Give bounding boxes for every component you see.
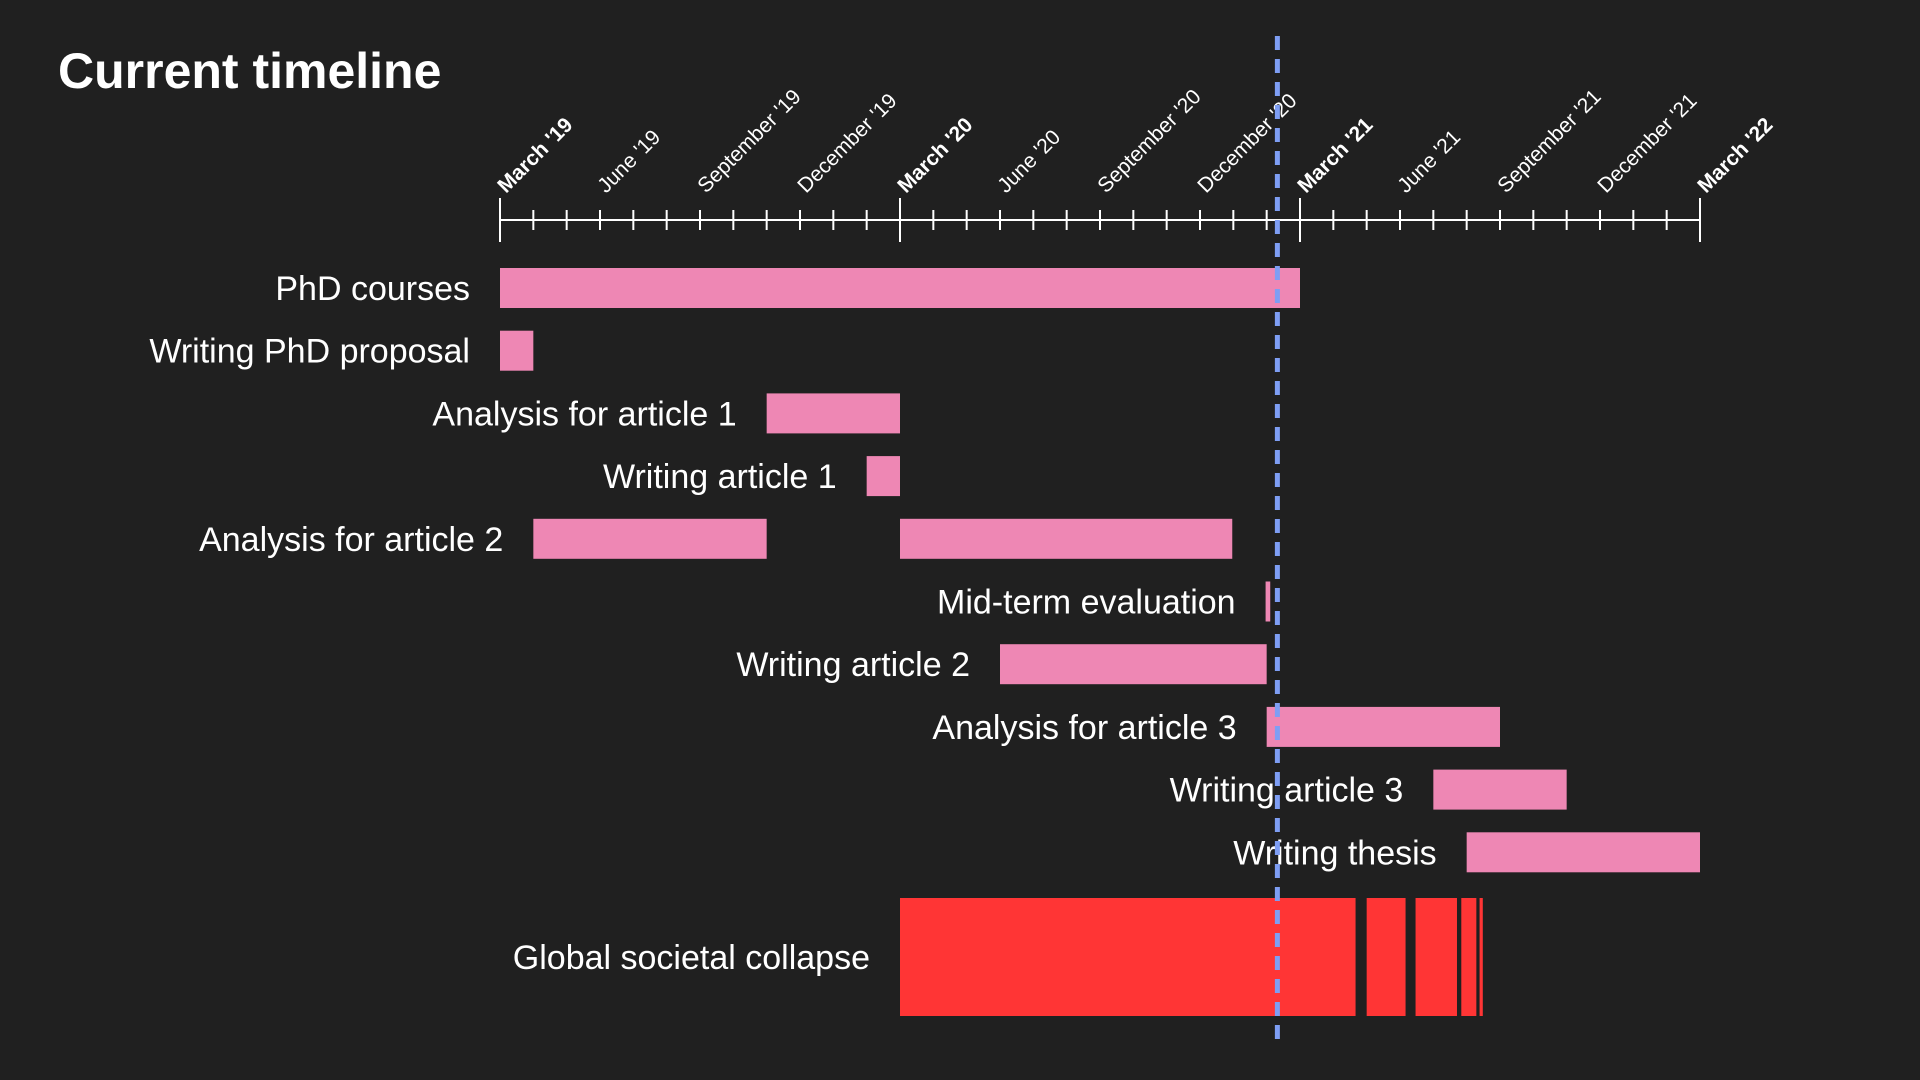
task-bar: [1466, 832, 1700, 873]
task-label: Writing PhD proposal: [149, 333, 470, 371]
task-label: Writing article 2: [736, 646, 970, 684]
task-label: Mid-term evaluation: [937, 584, 1236, 622]
axis-tick-label: March '20: [893, 113, 977, 197]
task-bar: [866, 456, 900, 497]
task-label: Writing article 3: [1170, 772, 1404, 810]
axis-tick-label: September '20: [1093, 85, 1205, 197]
task-bar: [1265, 581, 1271, 622]
event-label: Global societal collapse: [513, 939, 870, 977]
axis-tick-label: March '21: [1293, 113, 1377, 197]
task-label: PhD courses: [275, 270, 470, 308]
task-bar: [900, 518, 1233, 559]
axis-tick-label: December '21: [1593, 89, 1701, 197]
axis-tick-label: June '20: [993, 126, 1065, 198]
axis-tick-label: September '19: [693, 85, 805, 197]
axis-tick-label: June '19: [593, 126, 665, 198]
event-bars: Global societal collapse: [513, 898, 1483, 1016]
task-bar: [500, 330, 534, 371]
task-label: Analysis for article 2: [199, 521, 503, 559]
page-title: Current timeline: [58, 43, 442, 99]
task-label: Analysis for article 1: [432, 395, 736, 433]
event-bar: [1415, 898, 1457, 1016]
event-bar: [1366, 898, 1406, 1016]
task-bar: [1433, 769, 1567, 810]
task-label: Analysis for article 3: [932, 709, 1236, 747]
axis-tick-label: December '19: [793, 89, 901, 197]
event-bar: [900, 898, 1356, 1016]
axis-tick-label: March '19: [493, 113, 577, 197]
task-bar: [500, 268, 1300, 308]
time-axis: [499, 198, 1701, 242]
task-bar: [1266, 706, 1500, 747]
task-labels: PhD courses Writing PhD proposal Analysis …: [149, 270, 1436, 872]
task-bar: [1000, 644, 1267, 685]
task-label: Writing article 1: [603, 458, 837, 496]
task-bars: [500, 268, 1700, 873]
task-bar: [766, 393, 900, 434]
axis-tick-label: December '20: [1193, 89, 1301, 197]
task-bar: [533, 518, 767, 559]
axis-tick-label: September '21: [1493, 85, 1605, 197]
task-label: Writing thesis: [1233, 834, 1436, 872]
axis-tick-label: June '21: [1393, 126, 1465, 198]
event-bar: [1461, 898, 1477, 1016]
event-bar: [1479, 898, 1483, 1016]
axis-tick-label: March '22: [1693, 113, 1777, 197]
